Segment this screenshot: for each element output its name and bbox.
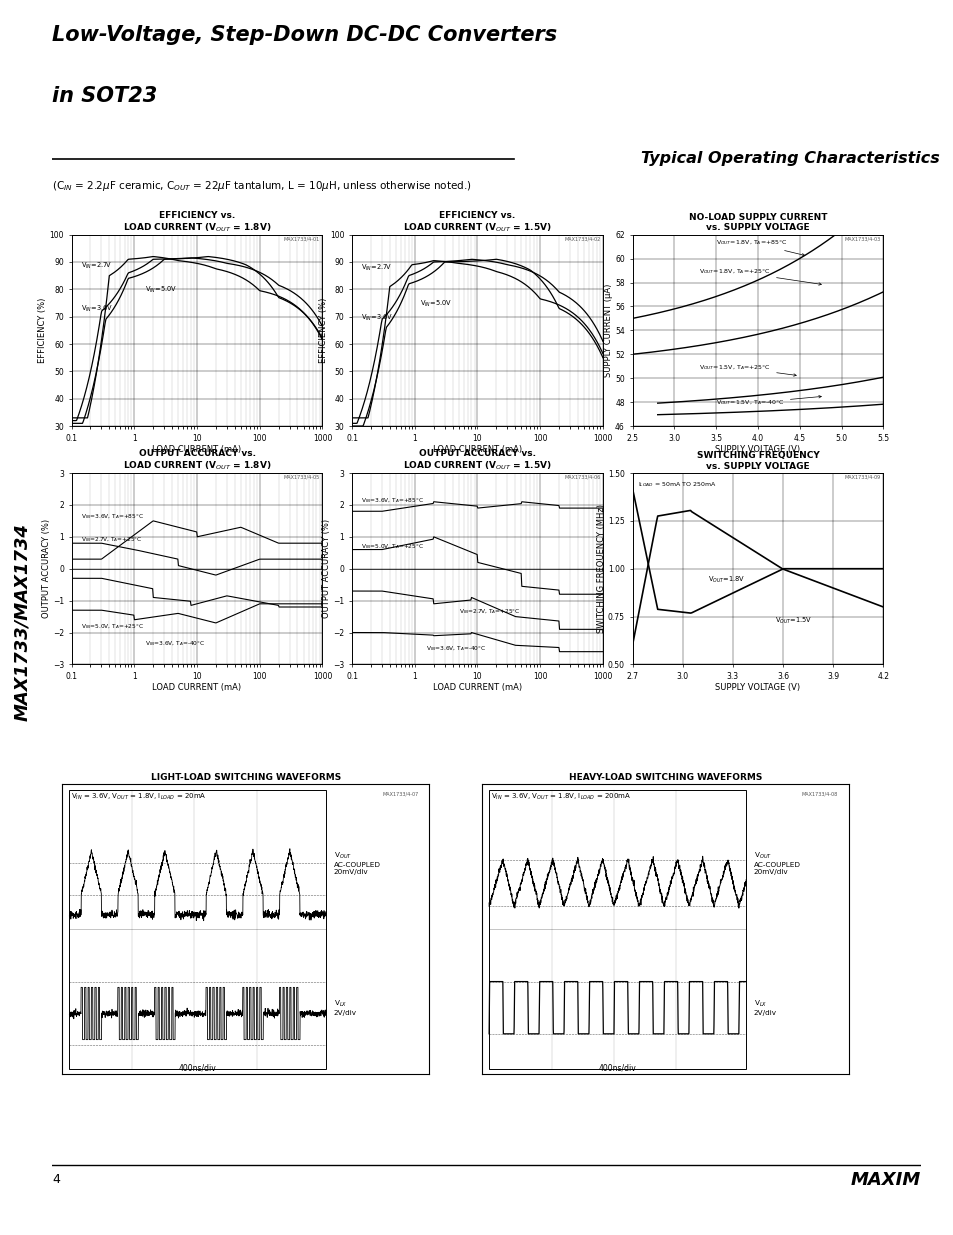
Title: SWITCHING FREQUENCY
vs. SUPPLY VOLTAGE: SWITCHING FREQUENCY vs. SUPPLY VOLTAGE [696,452,819,471]
Y-axis label: EFFICIENCY (%): EFFICIENCY (%) [318,298,328,363]
Text: V$_{LX}$
2V/div: V$_{LX}$ 2V/div [334,999,356,1016]
Text: MAX1733/4-06: MAX1733/4-06 [563,475,599,480]
Title: EFFICIENCY vs.
LOAD CURRENT (V$_{OUT}$ = 1.8V): EFFICIENCY vs. LOAD CURRENT (V$_{OUT}$ =… [123,211,271,233]
Title: OUTPUT ACCURACY vs.
LOAD CURRENT (V$_{OUT}$ = 1.8V): OUTPUT ACCURACY vs. LOAD CURRENT (V$_{OU… [123,450,271,472]
Text: MAX1733/4-01: MAX1733/4-01 [283,237,319,242]
Text: V$_{IN}$=2.7V: V$_{IN}$=2.7V [361,263,392,273]
Text: V$_{IN}$ = 3.6V, V$_{OUT}$ = 1.8V, I$_{LOAD}$ = 200mA: V$_{IN}$ = 3.6V, V$_{OUT}$ = 1.8V, I$_{L… [491,792,631,802]
Text: V$_{OUT}$
AC-COUPLED
20mV/div: V$_{OUT}$ AC-COUPLED 20mV/div [753,851,800,874]
Title: HEAVY-LOAD SWITCHING WAVEFORMS: HEAVY-LOAD SWITCHING WAVEFORMS [568,773,761,782]
Y-axis label: OUTPUT ACCURACY (%): OUTPUT ACCURACY (%) [42,519,51,619]
Text: V$_{IN}$=5.0V: V$_{IN}$=5.0V [419,299,452,309]
Text: V$_{IN}$=5.0V: V$_{IN}$=5.0V [145,285,177,295]
Text: V$_{IN}$=2.7V, T$_A$=+25°C: V$_{IN}$=2.7V, T$_A$=+25°C [81,536,142,545]
Y-axis label: SUPPLY CURRENT (μA): SUPPLY CURRENT (μA) [603,284,613,377]
Text: V$_{IN}$=3.6V, T$_A$=+85°C: V$_{IN}$=3.6V, T$_A$=+85°C [361,495,424,505]
Text: V$_{OUT}$=1.5V, T$_A$=-40°C: V$_{OUT}$=1.5V, T$_A$=-40°C [716,395,821,408]
Text: V$_{OUT}$=1.5V, T$_A$=+25°C: V$_{OUT}$=1.5V, T$_A$=+25°C [699,363,796,377]
Y-axis label: OUTPUT ACCURACY (%): OUTPUT ACCURACY (%) [322,519,331,619]
Text: 400ns/div: 400ns/div [598,1065,636,1073]
Title: LIGHT-LOAD SWITCHING WAVEFORMS: LIGHT-LOAD SWITCHING WAVEFORMS [151,773,340,782]
Text: V$_{IN}$=3.6V, T$_A$=+85°C: V$_{IN}$=3.6V, T$_A$=+85°C [81,511,144,521]
Y-axis label: EFFICIENCY (%): EFFICIENCY (%) [38,298,48,363]
Text: 4: 4 [52,1173,60,1187]
Text: 400ns/div: 400ns/div [179,1065,216,1073]
Text: V$_{IN}$=3.6V: V$_{IN}$=3.6V [81,304,112,315]
Text: V$_{IN}$=3.6V: V$_{IN}$=3.6V [361,312,393,322]
Text: V$_{IN}$=5.0V, T$_A$=+25°C: V$_{IN}$=5.0V, T$_A$=+25°C [361,542,424,551]
Text: MAX1733/4-07: MAX1733/4-07 [381,792,417,797]
Title: EFFICIENCY vs.
LOAD CURRENT (V$_{OUT}$ = 1.5V): EFFICIENCY vs. LOAD CURRENT (V$_{OUT}$ =… [403,211,551,233]
Text: Typical Operating Characteristics: Typical Operating Characteristics [640,152,939,167]
Bar [70,790,326,1068]
Text: MAXIM: MAXIM [849,1171,920,1189]
X-axis label: LOAD CURRENT (mA): LOAD CURRENT (mA) [433,445,521,453]
Text: V$_{IN}$=5.0V, T$_A$=+25°C: V$_{IN}$=5.0V, T$_A$=+25°C [81,622,144,631]
Text: V$_{OUT}$=1.5V: V$_{OUT}$=1.5V [774,615,811,625]
Bar [489,790,745,1068]
Text: (C$_{IN}$ = 2.2$\mu$F ceramic, C$_{OUT}$ = 22$\mu$F tantalum, L = 10$\mu$H, unle: (C$_{IN}$ = 2.2$\mu$F ceramic, C$_{OUT}$… [52,179,472,194]
Text: V$_{IN}$=2.7V: V$_{IN}$=2.7V [81,261,112,270]
Title: OUTPUT ACCURACY vs.
LOAD CURRENT (V$_{OUT}$ = 1.5V): OUTPUT ACCURACY vs. LOAD CURRENT (V$_{OU… [403,450,551,472]
X-axis label: LOAD CURRENT (mA): LOAD CURRENT (mA) [433,683,521,692]
Title: NO-LOAD SUPPLY CURRENT
vs. SUPPLY VOLTAGE: NO-LOAD SUPPLY CURRENT vs. SUPPLY VOLTAG… [688,214,826,232]
Text: V$_{LX}$
2V/div: V$_{LX}$ 2V/div [753,999,776,1016]
Text: V$_{OUT}$=1.8V: V$_{OUT}$=1.8V [707,576,744,585]
X-axis label: LOAD CURRENT (mA): LOAD CURRENT (mA) [152,683,241,692]
Text: V$_{IN}$=2.7V, T$_A$=+25°C: V$_{IN}$=2.7V, T$_A$=+25°C [458,608,519,616]
Text: V$_{OUT}$
AC-COUPLED
20mV/div: V$_{OUT}$ AC-COUPLED 20mV/div [334,851,380,874]
Text: MAX1733/4-09: MAX1733/4-09 [844,475,880,480]
Text: V$_{IN}$=3.6V, T$_A$=-40°C: V$_{IN}$=3.6V, T$_A$=-40°C [145,640,206,648]
Text: V$_{OUT}$=1.8V, T$_A$=+25°C: V$_{OUT}$=1.8V, T$_A$=+25°C [699,267,821,285]
Text: V$_{IN}$=3.6V, T$_A$=-40°C: V$_{IN}$=3.6V, T$_A$=-40°C [425,645,486,653]
Text: I$_{LOAD}$ = 50mA TO 250mA: I$_{LOAD}$ = 50mA TO 250mA [637,480,716,489]
Text: MAX1733/4-08: MAX1733/4-08 [801,792,837,797]
Text: MAX1733/4-05: MAX1733/4-05 [283,475,319,480]
X-axis label: SUPPLY VOLTAGE (V): SUPPLY VOLTAGE (V) [715,683,800,692]
X-axis label: LOAD CURRENT (mA): LOAD CURRENT (mA) [152,445,241,453]
X-axis label: SUPPLY VOLTAGE (V): SUPPLY VOLTAGE (V) [715,445,800,453]
Text: MAX1733/MAX1734: MAX1733/MAX1734 [13,524,31,721]
Text: MAX1733/4-02: MAX1733/4-02 [563,237,599,242]
Text: V$_{OUT}$=1.8V, T$_A$=+85°C: V$_{OUT}$=1.8V, T$_A$=+85°C [716,238,803,256]
Text: Low-Voltage, Step-Down DC-DC Converters: Low-Voltage, Step-Down DC-DC Converters [52,25,557,44]
Text: in SOT23: in SOT23 [52,85,157,105]
Text: V$_{IN}$ = 3.6V, V$_{OUT}$ = 1.8V, I$_{LOAD}$ = 20mA: V$_{IN}$ = 3.6V, V$_{OUT}$ = 1.8V, I$_{L… [71,792,207,802]
Text: MAX1733/4-03: MAX1733/4-03 [843,237,880,242]
Y-axis label: SWITCHING FREQUENCY (MHz): SWITCHING FREQUENCY (MHz) [597,504,605,634]
